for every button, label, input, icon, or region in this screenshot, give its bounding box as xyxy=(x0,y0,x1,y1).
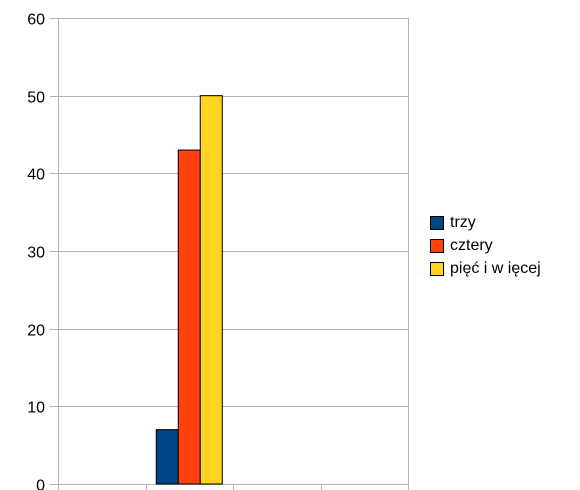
legend-swatch xyxy=(430,261,444,276)
bar-trzy xyxy=(155,429,179,485)
y-tick-label: 30 xyxy=(27,245,45,262)
y-tick-label: 0 xyxy=(36,478,45,490)
y-tick-label: 50 xyxy=(27,90,45,107)
y-tick-label: 20 xyxy=(27,323,45,340)
bar-pięć-i-w-ięcej xyxy=(199,95,223,485)
legend-label: pięć i w ięcej xyxy=(450,259,541,277)
legend-item-cztery: cztery xyxy=(430,234,541,257)
bar-cztery xyxy=(177,149,201,485)
legend: trzy cztery pięć i w ięcej xyxy=(430,211,541,280)
y-tick-label: 40 xyxy=(27,167,45,184)
legend-swatch xyxy=(430,238,444,253)
legend-label: trzy xyxy=(450,213,476,231)
legend-label: cztery xyxy=(450,236,493,254)
y-tick-label: 60 xyxy=(27,12,45,29)
bars xyxy=(155,95,223,485)
legend-item-trzy: trzy xyxy=(430,211,541,234)
gridlines xyxy=(58,18,408,407)
axes xyxy=(50,18,409,490)
legend-swatch xyxy=(430,215,444,230)
legend-item-piec-i-wiecej: pięć i w ięcej xyxy=(430,257,541,280)
y-tick-label: 10 xyxy=(27,400,45,417)
y-tick-labels: 0 10 20 30 40 50 60 xyxy=(27,12,45,490)
